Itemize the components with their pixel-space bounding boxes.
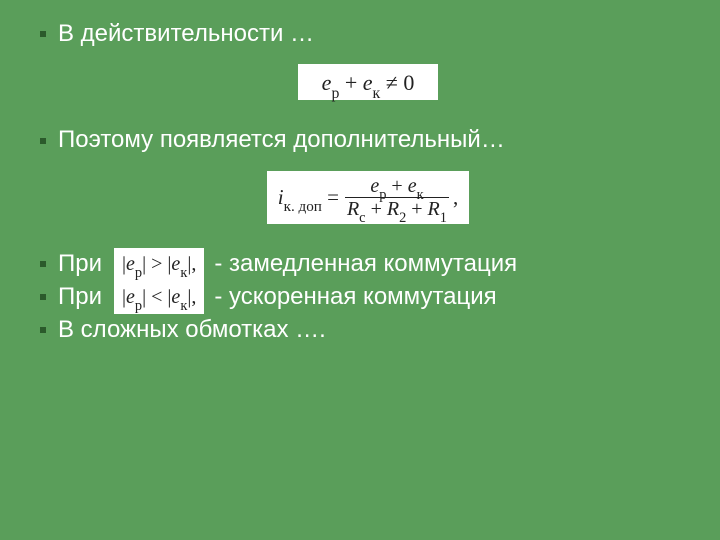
- formula-2-frac: eр + eк Rc + R2 + R1: [345, 175, 449, 220]
- bullet-4: При |eр| < |eк|, - ускоренная коммутация: [44, 281, 692, 314]
- bullet-list: В действительности … eр + eк ≠ 0 Поэтому…: [44, 18, 692, 346]
- formula-2-box: iк. доп = eр + eк Rc + R2 + R1 ,: [267, 171, 469, 224]
- formula-2-num: eр + eк: [345, 175, 449, 198]
- bullet-2: Поэтому появляется дополнительный…: [44, 124, 692, 156]
- formula-1-box: eр + eк ≠ 0: [298, 64, 438, 100]
- formula-3-inline: |eр| > |eк|,: [114, 248, 204, 281]
- bullet-4-row: При |eр| < |eк|, - ускоренная коммутация: [58, 281, 692, 314]
- formula-1-wrap: eр + eк ≠ 0: [44, 64, 692, 100]
- bullet-3-trail: - замедленная коммутация: [214, 248, 517, 280]
- bullet-3-lead: При: [58, 248, 102, 280]
- formula-2-tail: ,: [453, 185, 458, 210]
- bullet-1-text: В действительности …: [58, 20, 314, 47]
- formula-4-inline: |eр| < |eк|,: [114, 281, 204, 314]
- bullet-4-lead: При: [58, 281, 102, 313]
- bullet-2-text: Поэтому появляется дополнительный…: [58, 126, 505, 153]
- slide: В действительности … eр + eк ≠ 0 Поэтому…: [0, 0, 720, 540]
- formula-2-den: Rc + R2 + R1: [345, 198, 449, 220]
- formula-2-wrap: iк. доп = eр + eк Rc + R2 + R1 ,: [44, 171, 692, 224]
- bullet-1: В действительности …: [44, 18, 692, 50]
- formula-2-lhs: iк. доп =: [278, 185, 339, 210]
- bullet-3-row: При |eр| > |eк|, - замедленная коммутаци…: [58, 248, 692, 281]
- bullet-4-trail: - ускоренная коммутация: [214, 281, 496, 313]
- bullet-3: При |eр| > |eк|, - замедленная коммутаци…: [44, 248, 692, 281]
- bullet-5-text: В сложных обмотках ….: [58, 316, 326, 343]
- bullet-5: В сложных обмотках ….: [44, 314, 692, 346]
